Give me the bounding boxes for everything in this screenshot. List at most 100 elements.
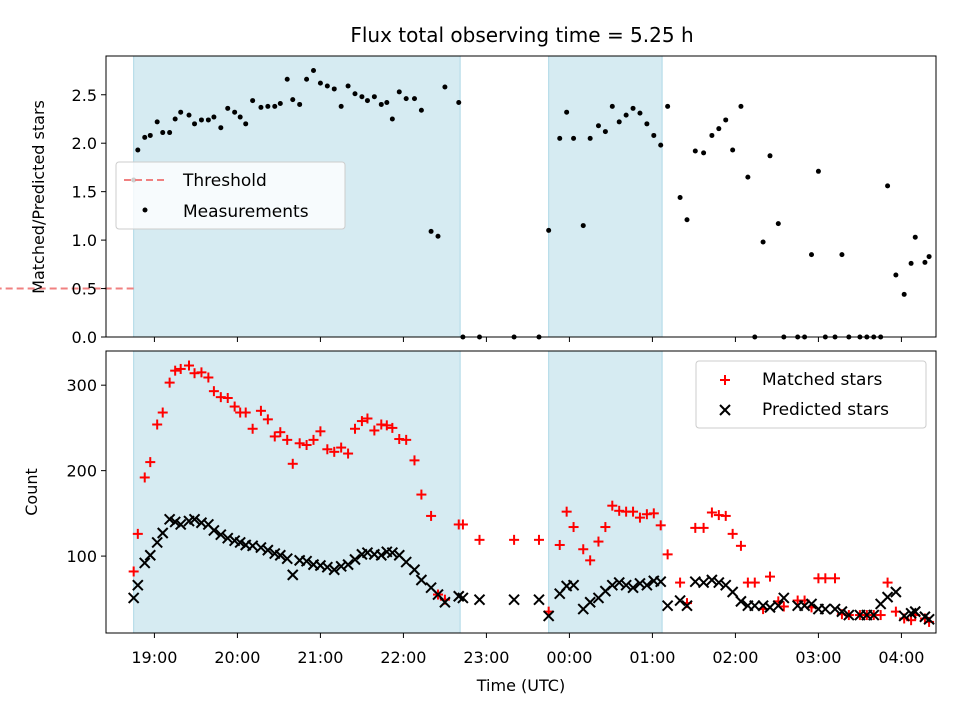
matched-point	[322, 444, 333, 455]
bottom-y-axis-label: Count	[22, 468, 41, 516]
measurement-point	[352, 91, 358, 97]
measurement-point	[701, 150, 707, 156]
measurement-point	[403, 96, 409, 102]
x-tick-label: 03:00	[795, 648, 841, 667]
top-y-tick-label: 2.5	[72, 86, 97, 105]
bottom-legend-frame	[695, 360, 927, 429]
matched-point	[203, 372, 214, 383]
measurement-point	[644, 121, 650, 127]
predicted-point	[726, 586, 739, 598]
measurement-point	[637, 110, 643, 116]
measurement-point	[908, 260, 914, 266]
predicted-point	[829, 603, 841, 615]
measurement-point	[384, 100, 390, 106]
measurement-point	[546, 227, 552, 233]
predicted-point	[542, 610, 555, 622]
predicted-point	[174, 518, 187, 531]
predicted-point	[898, 610, 910, 622]
matched-point	[749, 577, 760, 588]
predicted-point	[349, 553, 361, 566]
predicted-point	[439, 596, 451, 608]
measurement-point	[665, 103, 671, 109]
matched-point	[533, 534, 544, 545]
predicted-point	[757, 599, 769, 612]
predicted-point	[923, 613, 935, 626]
measurement-point	[277, 100, 283, 106]
measurement-point	[767, 153, 773, 159]
matched-point	[132, 528, 143, 539]
bottom-panel: 100 200 300 19:00 20:00 21:00 22:00 23:00 00:00…	[22, 350, 937, 695]
measurement-point	[716, 126, 722, 132]
predicted-point	[375, 549, 387, 561]
measurement-point	[775, 221, 781, 227]
measurement-point	[290, 97, 296, 103]
measurement-point	[211, 114, 217, 120]
measurement-point	[258, 104, 264, 110]
predicted-point	[613, 576, 625, 589]
matched-point	[387, 422, 398, 433]
matched-point	[578, 544, 589, 555]
chart-title: Flux total observing time = 5.25 h	[350, 23, 693, 47]
measurement-point	[371, 94, 377, 100]
measurement-point	[456, 100, 462, 106]
bottom-y-tick-label: 300	[66, 376, 97, 395]
legend-predicted-label: Predicted stars	[762, 400, 889, 420]
predicted-point	[473, 593, 486, 606]
matched-point	[585, 555, 596, 566]
matched-point	[208, 386, 219, 397]
top-legend-frame	[115, 161, 346, 230]
measurement-point	[723, 117, 729, 123]
predicted-point	[627, 582, 639, 594]
measurement-point	[304, 76, 310, 82]
measurement-point	[297, 101, 303, 107]
predicted-point	[749, 599, 761, 612]
matched-point	[416, 489, 427, 500]
measurement-point	[265, 103, 271, 109]
measurement-point	[147, 132, 153, 138]
measurement-point	[564, 109, 570, 115]
predicted-point	[713, 576, 725, 589]
measurement-point	[901, 291, 907, 297]
predicted-point	[386, 546, 399, 559]
measurement-point	[730, 147, 736, 153]
measurement-point	[272, 103, 278, 109]
predicted-point	[620, 579, 632, 591]
matched-point	[820, 573, 831, 584]
predicted-point	[151, 536, 163, 549]
measurement-point	[630, 105, 636, 111]
matched-point	[765, 571, 775, 582]
predicted-point	[606, 579, 619, 591]
shaded-interval	[133, 350, 461, 634]
matched-point	[275, 427, 286, 438]
predicted-point	[208, 524, 220, 537]
measurement-point	[232, 109, 238, 115]
predicted-point	[415, 574, 428, 586]
predicted-point	[681, 599, 693, 612]
bottom-plot-frame	[105, 350, 937, 634]
measurement-point	[389, 116, 395, 122]
predicted-point	[163, 513, 176, 526]
matched-point	[409, 455, 420, 466]
predicted-point	[457, 592, 469, 604]
matched-point	[240, 407, 251, 418]
matched-point	[157, 407, 168, 418]
matched-point	[882, 577, 893, 588]
x-tick-label: 20:00	[214, 648, 260, 667]
predicted-point	[246, 540, 259, 552]
measurement-point	[359, 94, 365, 100]
matched-point	[222, 393, 233, 403]
measurement-point	[364, 98, 370, 104]
measurement-point	[435, 233, 441, 239]
predicted-stars-series	[127, 513, 935, 626]
x-tick-label: 00:00	[546, 648, 592, 667]
measurement-point	[595, 123, 601, 129]
bottom-legend: Matched stars Predicted stars	[695, 360, 927, 429]
x-axis-label: Time (UTC)	[476, 676, 565, 695]
top-panel: 0.0 0.5 1.0 1.5 2.0 2.5 Matched/Predicted sta…	[0, 55, 937, 347]
matched-point	[648, 508, 659, 519]
measurement-point	[839, 252, 845, 258]
predicted-point	[144, 549, 156, 561]
measurement-point	[442, 84, 448, 90]
legend-measurements-label: Measurements	[183, 202, 309, 222]
predicted-point	[314, 559, 327, 572]
